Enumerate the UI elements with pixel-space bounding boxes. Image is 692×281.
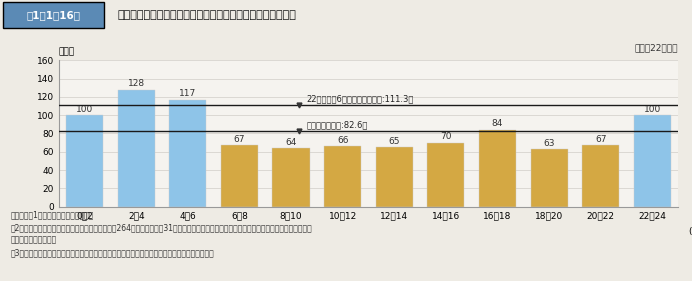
Bar: [428, 143, 464, 207]
Bar: [170, 100, 206, 207]
FancyBboxPatch shape: [3, 2, 104, 28]
Text: 65: 65: [388, 137, 400, 146]
Bar: [118, 90, 155, 207]
Text: 時間帯別住宅火災の死者（放火自殺者等を除く。）発生状況: 時間帯別住宅火災の死者（放火自殺者等を除く。）発生状況: [118, 10, 296, 20]
Text: 117: 117: [179, 89, 197, 98]
Text: 66: 66: [337, 136, 349, 145]
Text: (時): (時): [689, 226, 692, 236]
Bar: [221, 145, 258, 207]
Bar: [582, 145, 619, 207]
Text: 100: 100: [76, 105, 93, 114]
Text: 70: 70: [440, 132, 452, 141]
Text: 64: 64: [285, 138, 297, 147]
Text: 全時間帯の平均:82.6人: 全時間帯の平均:82.6人: [307, 120, 368, 129]
Text: （人）: （人）: [59, 47, 75, 56]
Bar: [479, 130, 516, 207]
Bar: [273, 148, 309, 207]
Text: 63: 63: [543, 139, 555, 148]
Text: 84: 84: [492, 119, 503, 128]
Text: 128: 128: [128, 79, 145, 88]
Bar: [324, 146, 361, 207]
Text: 、1－1－16図: 、1－1－16図: [26, 10, 80, 20]
Text: （備考）、1　「火災報告」により作成
、2　各時間帯の数値は、出火時刻が不明の火災の264件による死者）31人を除く集計結果。「全時間帯の平均」は、出火時刻が不: （備考）、1 「火災報告」により作成 、2 各時間帯の数値は、出火時刻が不明の火…: [10, 211, 312, 257]
Bar: [531, 149, 567, 207]
Text: （平成22年中）: （平成22年中）: [635, 43, 678, 52]
Bar: [634, 115, 671, 207]
Text: 67: 67: [595, 135, 606, 144]
Text: 100: 100: [644, 105, 661, 114]
Text: 22時～翔朝6時の時間帯の平均:111.3人: 22時～翔朝6時の時間帯の平均:111.3人: [307, 94, 414, 103]
Bar: [376, 147, 413, 207]
Text: 67: 67: [234, 135, 245, 144]
Bar: [66, 115, 103, 207]
